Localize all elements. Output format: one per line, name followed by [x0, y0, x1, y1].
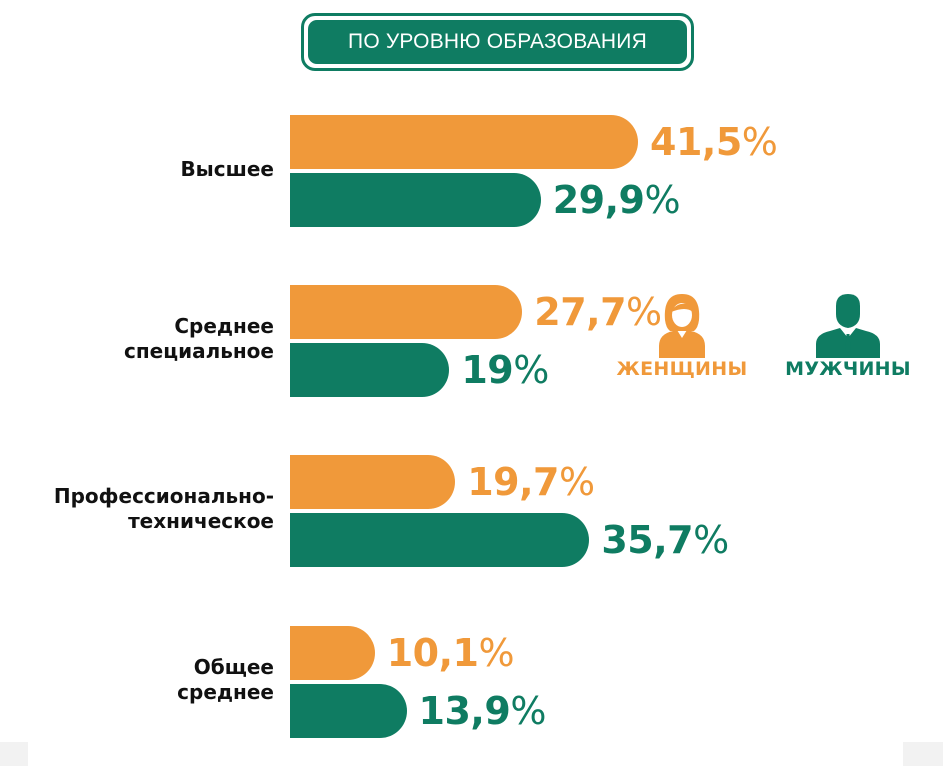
data-label-unit: % [510, 689, 546, 733]
data-label-unit: % [558, 460, 595, 504]
data-label-value: 35,7 [601, 518, 694, 562]
data-label-women-1: 27,7% [534, 285, 662, 339]
data-label-men-3: 13,9% [418, 684, 547, 738]
category-label-line: специальное [124, 339, 274, 363]
category-label-line: Среднее [174, 314, 274, 338]
category-label-line: Профессионально- [53, 484, 274, 508]
bar-men-0 [290, 173, 541, 227]
data-label-women-2: 19,7% [467, 455, 595, 509]
category-label-line: техническое [128, 509, 274, 533]
data-label-value: 27,7 [534, 290, 627, 334]
woman-icon [659, 294, 705, 358]
data-label-value: 13,9 [418, 689, 511, 733]
data-label-value: 41,5 [650, 120, 742, 164]
data-label-unit: % [626, 290, 662, 334]
bottom-band [0, 742, 943, 766]
bar-men-3 [290, 684, 407, 738]
chart-title: ПО УРОВНЮ ОБРАЗОВАНИЯ [308, 20, 687, 64]
data-label-women-3: 10,1% [386, 626, 515, 680]
legend-men: МУЖЧИНЫ [778, 290, 918, 380]
data-label-value: 29,9 [552, 178, 645, 222]
data-label-men-0: 29,9% [552, 173, 681, 227]
category-label-line: среднее [177, 680, 274, 704]
data-label-women-0: 41,5% [650, 115, 778, 169]
bar-women-1 [290, 285, 523, 339]
man-in-suit-icon [816, 294, 880, 358]
data-label-unit: % [513, 348, 549, 392]
data-label-unit: % [478, 631, 515, 675]
category-label-line: Высшее [180, 156, 274, 181]
bottom-band-right [903, 742, 943, 766]
legend-men-label: МУЖЧИНЫ [785, 358, 911, 380]
data-label-value: 10,1 [386, 631, 479, 675]
category-label-1: Среднее специальное [124, 314, 274, 364]
bar-women-0 [290, 115, 638, 169]
bar-women-3 [290, 626, 375, 680]
category-label-0: Высшее [180, 157, 274, 182]
legend-women: ЖЕНЩИНЫ [612, 290, 752, 380]
bar-men-2 [290, 513, 590, 567]
bar-men-1 [290, 343, 450, 397]
legend-women-label: ЖЕНЩИНЫ [616, 358, 748, 380]
bottom-band-left [0, 742, 28, 766]
category-label-3: Общее среднее [177, 655, 274, 705]
bar-women-2 [290, 455, 456, 509]
data-label-men-1: 19% [461, 343, 549, 397]
data-label-unit: % [693, 518, 729, 562]
data-label-unit: % [741, 120, 778, 164]
title-frame: ПО УРОВНЮ ОБРАЗОВАНИЯ [301, 13, 694, 71]
data-label-men-2: 35,7% [601, 513, 729, 567]
data-label-value: 19,7 [467, 460, 559, 504]
category-label-2: Профессионально-техническое [54, 484, 274, 534]
data-label-value: 19 [461, 348, 514, 392]
data-label-unit: % [644, 178, 681, 222]
category-label-line: Общее [193, 655, 274, 679]
